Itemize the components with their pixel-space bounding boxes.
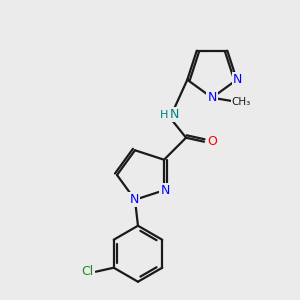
Text: N: N [233, 73, 242, 86]
Text: H: H [160, 110, 168, 120]
Text: N: N [169, 108, 179, 121]
Text: O: O [207, 135, 217, 148]
Text: N: N [160, 184, 170, 197]
Text: Cl: Cl [82, 265, 94, 278]
Text: N: N [207, 91, 217, 104]
Text: CH₃: CH₃ [231, 97, 251, 107]
Text: N: N [129, 193, 139, 206]
